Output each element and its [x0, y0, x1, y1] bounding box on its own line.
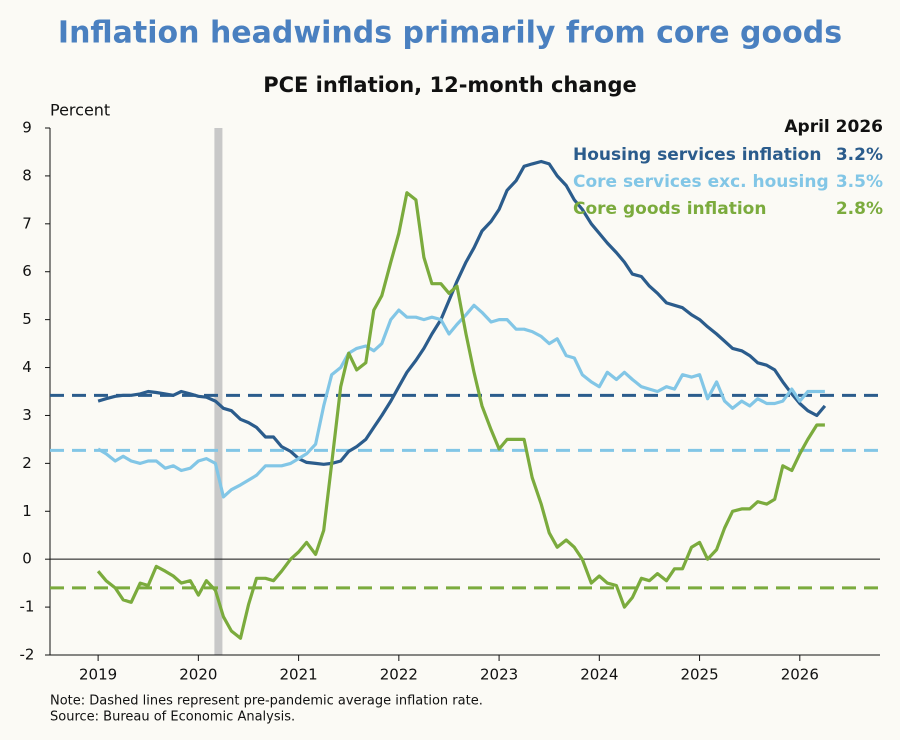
- legend-label: Housing services inflation: [573, 145, 821, 165]
- legend-label: Core goods inflation: [573, 199, 766, 219]
- y-axis-label: Percent: [50, 101, 110, 120]
- x-tick-label: 2024: [580, 666, 618, 684]
- x-tick-label: 2019: [79, 666, 117, 684]
- source: Source: Bureau of Economic Analysis.: [50, 710, 295, 725]
- series-line: [96, 191, 825, 640]
- x-tick-label: 2025: [680, 666, 718, 684]
- x-tick-label: 2022: [380, 666, 418, 684]
- legend-label: Core services exc. housing: [573, 172, 829, 192]
- shaded-range: [214, 128, 223, 655]
- y-tick-label: 0: [22, 550, 32, 568]
- y-tick-label: 2: [22, 454, 32, 472]
- y-tick-label: -2: [20, 646, 35, 664]
- y-tick-label: 7: [22, 214, 32, 232]
- chart-subtitle: PCE inflation, 12-month change: [263, 73, 637, 97]
- x-tick-label: 2021: [280, 666, 318, 684]
- legend-header: April 2026: [784, 117, 883, 137]
- legend-value: 3.2%: [836, 145, 883, 165]
- x-tick-label: 2020: [179, 666, 217, 684]
- y-tick-label: 4: [22, 358, 32, 376]
- y-tick-label: 9: [22, 119, 32, 137]
- legend-value: 2.8%: [836, 199, 883, 219]
- x-tick-label: 2026: [781, 666, 819, 684]
- y-tick-label: 8: [22, 166, 32, 184]
- x-tick-label: 2023: [480, 666, 518, 684]
- y-tick-label: 6: [22, 262, 32, 280]
- chart-title: Inflation headwinds primarily from core …: [58, 16, 842, 51]
- legend-value: 3.5%: [836, 172, 883, 192]
- y-tick-label: 3: [22, 406, 32, 424]
- y-tick-label: -1: [20, 598, 35, 616]
- note: Note: Dashed lines represent pre-pandemi…: [50, 694, 483, 709]
- y-tick-label: 1: [22, 502, 32, 520]
- y-tick-label: 5: [22, 310, 32, 328]
- series-line: [97, 303, 825, 499]
- series-line: [97, 159, 827, 466]
